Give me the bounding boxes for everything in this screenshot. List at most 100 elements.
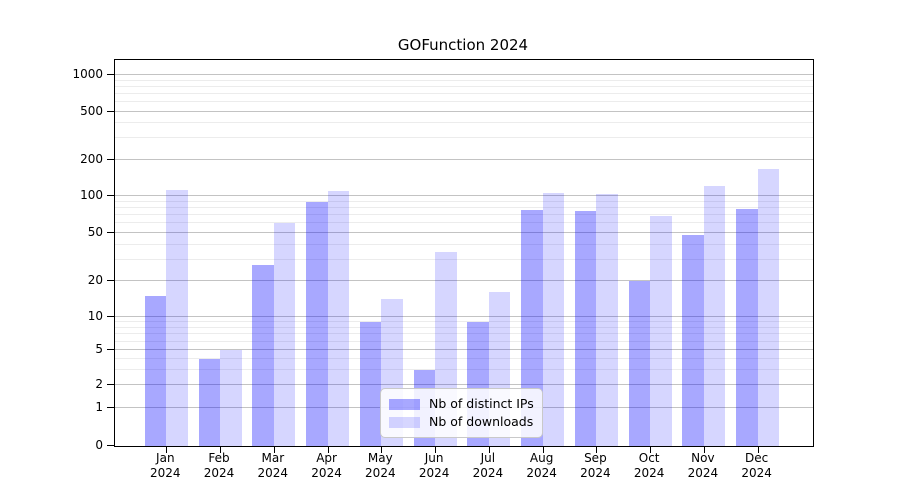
y-gridline-minor (115, 200, 813, 202)
bar-nov-nb-of-distinct-ips (682, 235, 704, 446)
y-gridline-minor (115, 137, 813, 139)
y-tick-label: 500 (80, 103, 103, 118)
y-tick-mark (107, 315, 115, 317)
x-tick-label: Mar 2024 (257, 451, 289, 480)
y-gridline-minor (115, 357, 813, 359)
x-tick-label: Jul 2024 (472, 451, 504, 480)
x-tick-mark (488, 446, 490, 453)
y-gridline-minor (115, 92, 813, 94)
y-tick-label: 1000 (72, 67, 103, 82)
legend-swatch-distinct-ips (389, 398, 420, 410)
y-gridline-minor (115, 333, 813, 335)
y-tick-label: 0 (95, 438, 103, 452)
bar-aug-nb-of-distinct-ips (521, 209, 543, 446)
bar-may-nb-of-distinct-ips (359, 321, 382, 446)
y-tick-label: 1 (95, 399, 103, 414)
y-gridline-minor (115, 101, 813, 103)
y-gridline-major (115, 279, 813, 281)
bar-mar-nb-of-downloads (273, 223, 296, 446)
bar-dec-nb-of-distinct-ips (736, 208, 758, 446)
y-gridline-major (115, 315, 813, 317)
bar-jan-nb-of-distinct-ips (144, 295, 167, 446)
y-axis-labels: 0 1 2 5 10 20 50 100 200 500 1000 (0, 59, 103, 452)
y-tick-mark (107, 349, 115, 351)
y-gridline-minor (115, 214, 813, 215)
x-tick-label: Oct 2024 (633, 451, 665, 480)
y-tick-label: 50 (87, 224, 103, 239)
x-tick-label: May 2024 (365, 451, 396, 480)
y-gridline-major (115, 384, 813, 386)
legend-item-downloads: Nb of downloads (389, 415, 534, 429)
x-tick-label: Dec 2024 (741, 451, 772, 480)
x-tick-mark (220, 446, 222, 453)
bar-oct-nb-of-distinct-ips (628, 280, 651, 446)
chart-title: GOFunction 2024 (397, 36, 529, 54)
y-gridline-minor (115, 79, 813, 81)
x-tick-label: Nov 2024 (687, 451, 719, 480)
bar-dec-nb-of-downloads (757, 168, 780, 446)
x-tick-label: Sep 2024 (580, 451, 611, 480)
bar-oct-nb-of-downloads (650, 215, 672, 446)
legend-label-downloads: Nb of downloads (429, 414, 534, 429)
x-tick-mark (327, 446, 329, 453)
y-gridline-minor (115, 122, 813, 124)
legend-swatch-downloads (389, 416, 420, 428)
y-tick-mark (107, 110, 115, 112)
legend-label-distinct-ips: Nb of distinct IPs (429, 396, 534, 411)
y-tick-label: 20 (87, 272, 103, 287)
x-tick-label: Aug 2024 (526, 451, 557, 480)
y-tick-mark (107, 158, 115, 160)
y-gridline-minor (115, 222, 813, 224)
x-tick-mark (650, 446, 652, 453)
bar-mar-nb-of-distinct-ips (252, 265, 274, 446)
x-tick-mark (435, 446, 437, 453)
bar-aug-nb-of-downloads (542, 193, 565, 446)
y-tick-mark (107, 195, 115, 196)
y-tick-mark (107, 406, 115, 408)
y-tick-label: 10 (87, 308, 103, 323)
y-gridline-minor (115, 206, 813, 208)
bar-jan-nb-of-downloads (166, 190, 188, 446)
bar-nov-nb-of-downloads (703, 186, 726, 446)
bar-apr-nb-of-downloads (327, 191, 350, 446)
y-gridline-major (115, 110, 813, 112)
y-tick-label: 5 (95, 342, 103, 357)
legend: Nb of distinct IPs Nb of downloads (380, 388, 543, 438)
y-tick-mark (107, 445, 115, 446)
bar-sep-nb-of-distinct-ips (574, 211, 597, 446)
bar-sep-nb-of-downloads (596, 193, 618, 446)
bar-apr-nb-of-distinct-ips (306, 201, 328, 446)
bar-feb-nb-of-downloads (220, 350, 242, 446)
y-gridline-minor (115, 320, 813, 322)
x-tick-mark (757, 446, 759, 453)
y-tick-mark (107, 279, 115, 281)
y-gridline-minor (115, 340, 813, 342)
y-tick-mark (107, 384, 115, 386)
x-tick-mark (542, 446, 544, 453)
x-tick-mark (381, 446, 383, 453)
y-gridline-minor (115, 243, 813, 245)
x-tick-mark (166, 446, 168, 453)
y-gridline-major (115, 195, 813, 196)
y-tick-mark (107, 74, 115, 76)
y-gridline-minor (115, 258, 813, 260)
y-gridline-major (115, 74, 813, 76)
x-tick-label: Jan 2024 (150, 451, 181, 480)
y-tick-label: 2 (95, 377, 103, 392)
bar-feb-nb-of-distinct-ips (198, 358, 221, 446)
x-axis-labels: Jan 2024 Feb 2024 Mar 2024 Apr 2024 May 2024… (114, 451, 812, 491)
x-tick-label: Feb 2024 (203, 451, 235, 480)
y-tick-label: 200 (80, 151, 103, 166)
y-gridline-minor (115, 86, 813, 87)
legend-item-distinct-ips: Nb of distinct IPs (389, 397, 534, 411)
x-tick-mark (273, 446, 275, 453)
y-gridline-major (115, 158, 813, 160)
y-gridline-major (115, 231, 813, 233)
x-tick-label: Jun 2024 (418, 451, 450, 480)
x-tick-mark (703, 446, 705, 453)
y-gridline-major (115, 349, 813, 351)
x-tick-mark (596, 446, 598, 453)
x-tick-label: Apr 2024 (311, 451, 342, 480)
y-tick-mark (107, 231, 115, 233)
